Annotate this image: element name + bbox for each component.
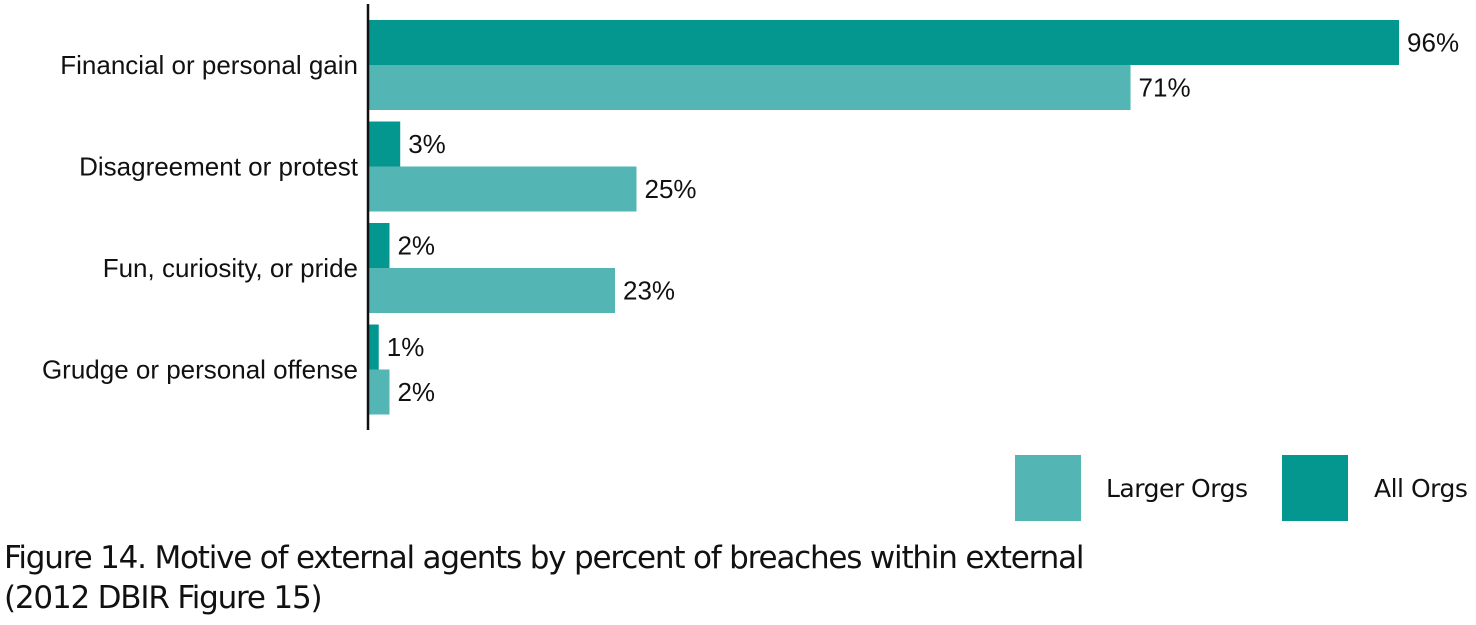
bar-chart: Financial or personal gain Disagreement o…: [42, 4, 1468, 521]
legend: Larger Orgs All Orgs: [1015, 455, 1468, 521]
legend-label-all-orgs: All Orgs: [1374, 474, 1467, 503]
value-label-all-orgs-financial-or-personal-gain: 96%: [1407, 28, 1459, 58]
bar-larger-orgs-disagreement-or-protest: [368, 166, 637, 212]
value-label-larger-orgs-fun-curiosity-or-pride: 23%: [623, 276, 675, 306]
category-labels: Financial or personal gain Disagreement o…: [42, 50, 359, 385]
bar-larger-orgs-fun-curiosity-or-pride: [368, 268, 616, 313]
category-label-grudge-or-personal-offense: Grudge or personal offense: [42, 355, 358, 385]
caption-line-1: Figure 14. Motive of external agents by …: [4, 540, 1085, 576]
value-label-all-orgs-disagreement-or-protest: 3%: [408, 129, 446, 159]
bar-all-orgs-financial-or-personal-gain: [368, 20, 1400, 65]
value-label-all-orgs-fun-curiosity-or-pride: 2%: [397, 231, 435, 261]
legend-label-larger-orgs: Larger Orgs: [1106, 474, 1247, 503]
legend-swatch-larger-orgs: [1015, 455, 1081, 521]
caption-line-2: (2012 DBIR Figure 15): [4, 580, 323, 616]
legend-swatch-all-orgs: [1282, 455, 1348, 521]
value-labels: 96% 71% 3% 25% 2% 23% 1% 2%: [387, 28, 1459, 408]
bar-all-orgs-fun-curiosity-or-pride: [368, 223, 390, 268]
value-label-larger-orgs-financial-or-personal-gain: 71%: [1139, 73, 1191, 103]
bar-all-orgs-disagreement-or-protest: [368, 121, 401, 167]
figure-caption: Figure 14. Motive of external agents by …: [4, 538, 1464, 618]
category-label-fun-curiosity-or-pride: Fun, curiosity, or pride: [103, 253, 358, 283]
value-label-larger-orgs-disagreement-or-protest: 25%: [645, 174, 697, 204]
value-label-larger-orgs-grudge-or-personal-offense: 2%: [397, 377, 435, 407]
bars-layer: [368, 20, 1400, 415]
category-label-financial-or-personal-gain: Financial or personal gain: [60, 50, 358, 80]
bar-larger-orgs-grudge-or-personal-offense: [368, 369, 390, 415]
bar-larger-orgs-financial-or-personal-gain: [368, 65, 1131, 110]
value-label-all-orgs-grudge-or-personal-offense: 1%: [387, 332, 425, 362]
bar-all-orgs-grudge-or-personal-offense: [368, 324, 379, 370]
category-label-disagreement-or-protest: Disagreement or protest: [79, 152, 359, 182]
